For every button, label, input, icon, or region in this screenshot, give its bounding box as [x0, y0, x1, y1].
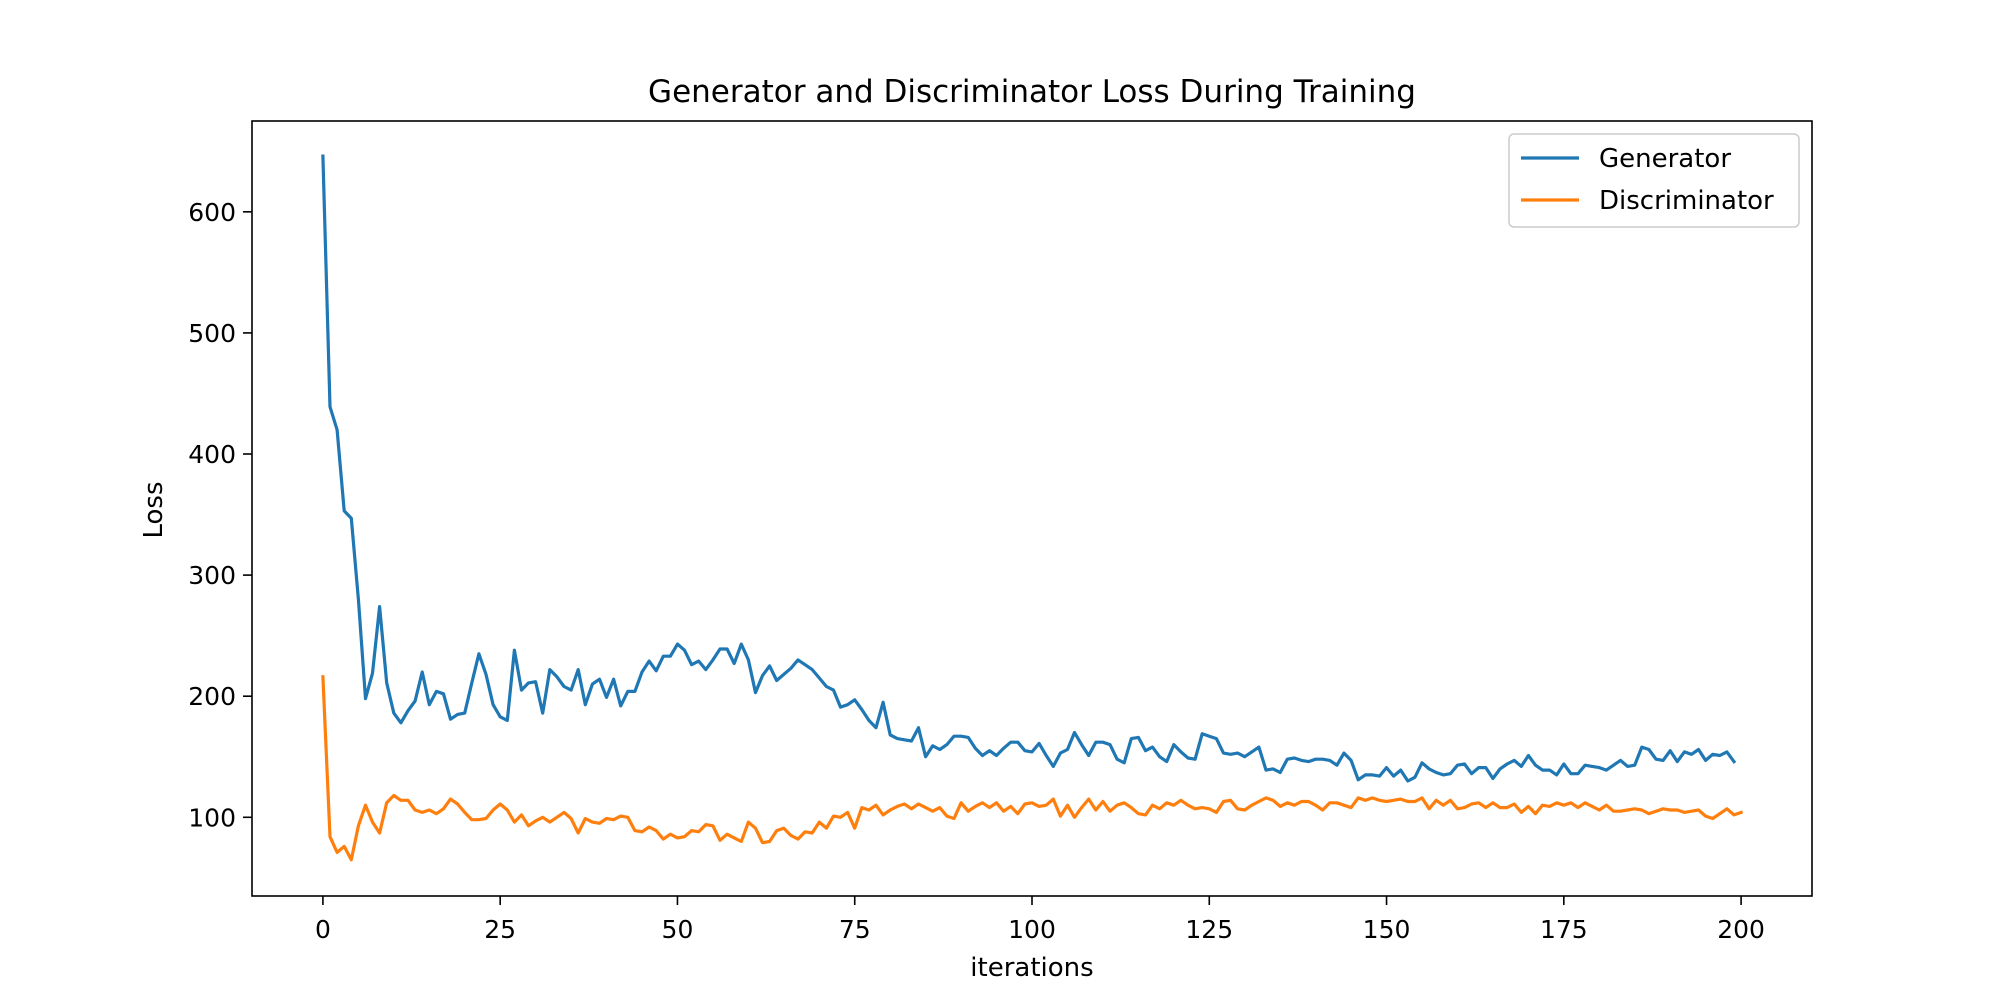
x-tick-label: 200	[1717, 915, 1765, 944]
y-tick-label: 400	[188, 440, 236, 469]
x-tick-label: 150	[1363, 915, 1411, 944]
x-tick-label: 25	[484, 915, 516, 944]
y-tick-label: 100	[188, 803, 236, 832]
legend-box	[1508, 133, 1800, 228]
axis-ticks: 0 25 50 75 100 125 150 175 200 100 200 300 400 500 600	[188, 198, 1765, 944]
x-axis-label: iterations	[970, 953, 1093, 983]
y-tick-label: 500	[188, 319, 236, 348]
x-tick-label: 50	[662, 915, 694, 944]
legend: Generator Discriminator	[1508, 133, 1800, 228]
series-line-generator	[321, 154, 1737, 783]
plot-area	[321, 154, 1744, 862]
series-line-discriminator	[321, 675, 1744, 862]
y-tick-label: 200	[188, 682, 236, 711]
legend-label-discriminator: Discriminator	[1599, 186, 1774, 216]
y-tick-label: 600	[188, 198, 236, 227]
x-tick-label: 100	[1008, 915, 1056, 944]
x-tick-label: 175	[1540, 915, 1588, 944]
x-tick-label: 0	[315, 915, 331, 944]
plot-frame	[251, 120, 1813, 897]
x-tick-label: 125	[1185, 915, 1233, 944]
x-tick-label: 75	[839, 915, 871, 944]
y-tick-label: 300	[188, 561, 236, 590]
chart-title: Generator and Discriminator Loss During …	[648, 74, 1416, 110]
legend-label-generator: Generator	[1599, 144, 1731, 174]
y-axis-label: Loss	[139, 481, 169, 538]
